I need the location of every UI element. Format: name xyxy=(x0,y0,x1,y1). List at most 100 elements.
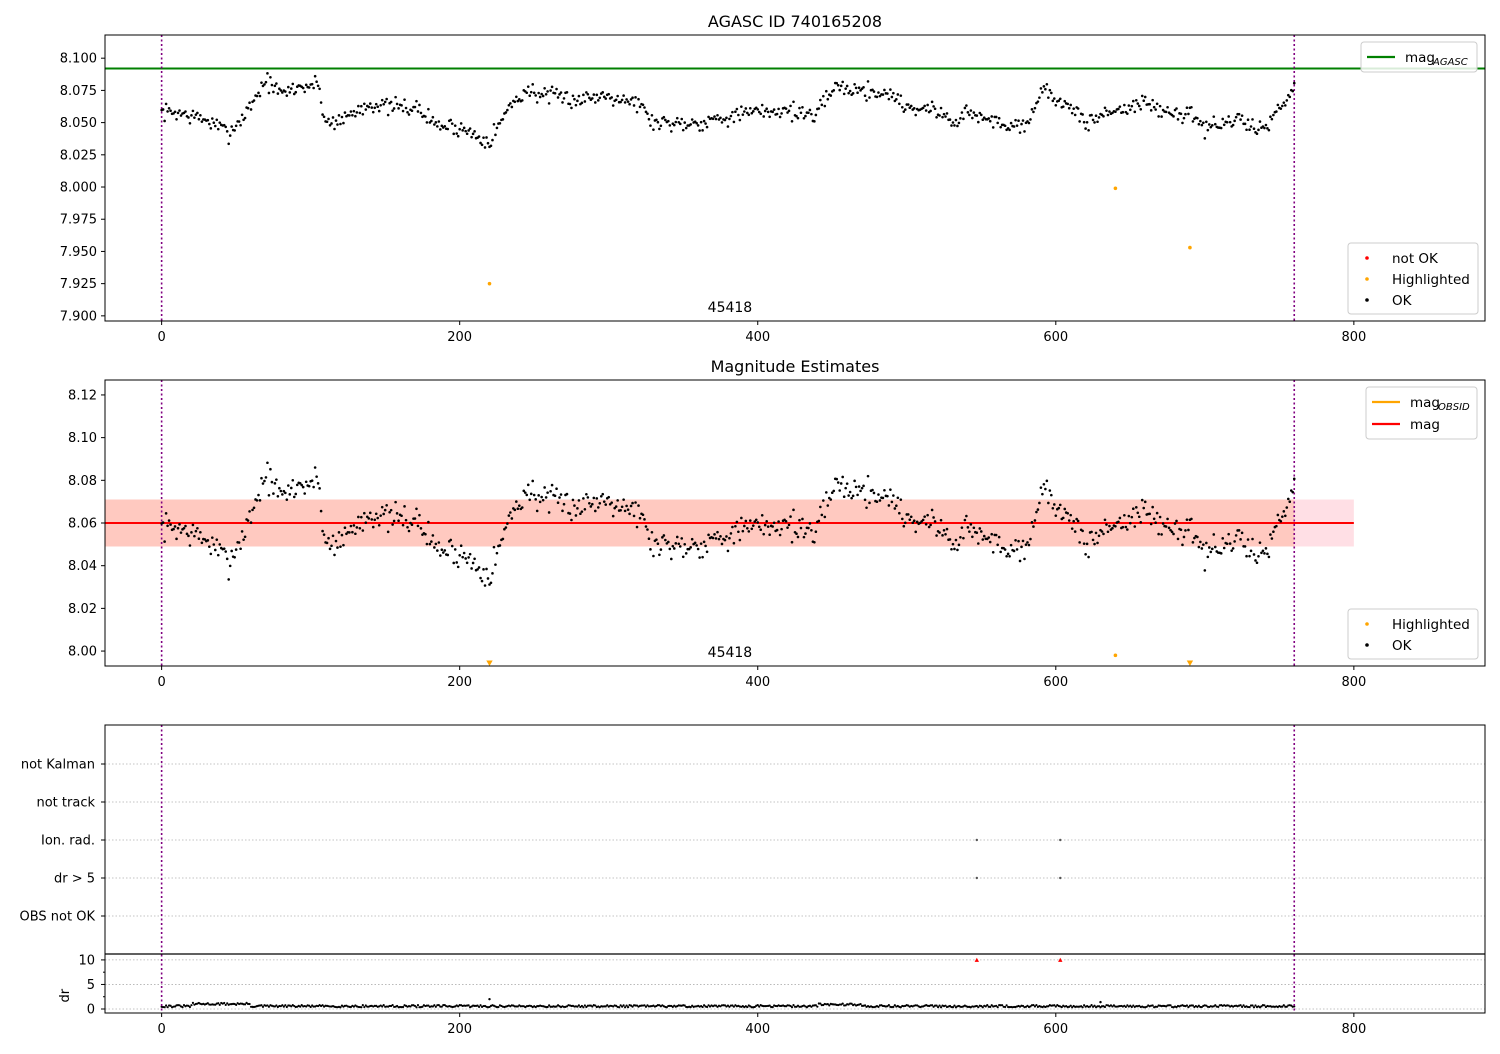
ok-point xyxy=(549,89,552,92)
dr-point xyxy=(546,1005,549,1009)
ok-point xyxy=(301,86,305,90)
ok-point xyxy=(458,553,461,557)
ok-point xyxy=(1237,112,1241,116)
dr-point xyxy=(395,1004,399,1008)
dr-point xyxy=(624,1006,627,1009)
magnitude-ytick-label: 8.06 xyxy=(68,517,97,532)
ok-point xyxy=(1212,533,1216,536)
ok-point xyxy=(595,497,599,500)
ok-point xyxy=(242,118,245,122)
ok-point xyxy=(602,95,606,99)
ok-point xyxy=(1143,95,1147,99)
ok-point xyxy=(1228,120,1232,124)
ok-point xyxy=(291,82,295,86)
ok-point xyxy=(342,543,345,547)
ok-point xyxy=(427,107,430,111)
ok-point xyxy=(349,524,353,528)
ok-point xyxy=(1076,519,1080,523)
ok-point xyxy=(583,507,587,511)
ok-point xyxy=(1279,519,1283,523)
ok-point xyxy=(330,122,333,125)
dr-point xyxy=(768,1004,771,1007)
ok-point xyxy=(889,88,892,91)
ok-point xyxy=(659,548,663,551)
dr-point xyxy=(625,1004,628,1007)
ok-point xyxy=(883,88,886,92)
ok-point xyxy=(847,91,850,95)
ok-point xyxy=(561,101,564,104)
ok-point xyxy=(394,95,397,99)
ok-point xyxy=(735,107,739,111)
ok-point xyxy=(1085,121,1089,124)
ok-point xyxy=(1133,525,1137,528)
ok-point xyxy=(912,107,916,110)
ok-point xyxy=(848,89,852,93)
dr-point xyxy=(1103,1005,1107,1009)
ok-point xyxy=(714,537,718,540)
ok-point xyxy=(990,115,994,118)
ok-point xyxy=(489,581,493,585)
ok-point xyxy=(1288,500,1292,504)
ok-point xyxy=(667,119,670,123)
ok-point xyxy=(473,130,476,133)
ok-point xyxy=(1255,561,1259,565)
ok-point xyxy=(300,483,304,487)
ok-point xyxy=(1123,103,1126,107)
dr-point xyxy=(275,1004,278,1007)
flag-point xyxy=(1059,876,1062,880)
ok-point xyxy=(982,534,986,538)
dr-point xyxy=(339,1006,342,1009)
ok-point xyxy=(796,116,800,120)
ok-point xyxy=(1166,517,1169,521)
ok-point xyxy=(1251,118,1254,121)
ok-point xyxy=(601,91,605,94)
dr-point xyxy=(349,1005,352,1009)
dr-point xyxy=(235,1003,238,1006)
ok-point xyxy=(360,515,363,519)
ok-point xyxy=(355,526,359,529)
ok-point xyxy=(516,99,520,103)
dr-point xyxy=(990,1004,993,1007)
dr-point xyxy=(977,1006,980,1009)
ok-point xyxy=(1172,532,1175,536)
ok-point xyxy=(1173,522,1177,525)
ok-point xyxy=(216,553,220,557)
ok-point xyxy=(646,112,649,115)
ok-point xyxy=(746,526,749,530)
ok-point xyxy=(652,128,655,131)
ok-point xyxy=(950,124,953,127)
ok-point xyxy=(436,125,439,128)
ok-point xyxy=(1108,524,1111,528)
ok-point xyxy=(1073,530,1077,533)
dr-point xyxy=(1138,1004,1141,1007)
ok-point xyxy=(792,508,795,512)
ok-point xyxy=(1196,116,1199,120)
dr-point xyxy=(300,1004,303,1007)
ok-point xyxy=(553,494,557,498)
ok-point xyxy=(908,518,912,521)
ok-point xyxy=(191,523,195,527)
ok-point xyxy=(643,518,646,521)
dr-point xyxy=(1026,1004,1029,1007)
agasc-bottom-legend-label: OK xyxy=(1392,293,1413,309)
dr-point xyxy=(266,1004,269,1007)
ok-point xyxy=(1225,542,1229,546)
ok-point xyxy=(1213,545,1217,549)
dr-point xyxy=(810,1005,813,1008)
ok-point xyxy=(446,127,450,131)
ok-point xyxy=(766,525,770,528)
ok-point xyxy=(380,505,384,509)
ok-point xyxy=(392,519,396,523)
ok-point xyxy=(182,526,186,530)
ok-point xyxy=(389,100,393,104)
ok-point xyxy=(750,527,754,531)
ok-point xyxy=(577,94,581,98)
ok-point xyxy=(1075,517,1078,521)
ok-point xyxy=(1057,506,1061,510)
ok-point xyxy=(762,532,766,536)
ok-point xyxy=(632,514,636,518)
ok-point xyxy=(1117,520,1120,524)
dr-point xyxy=(980,1005,983,1008)
ok-point xyxy=(726,125,730,128)
dr-point xyxy=(594,1004,597,1007)
